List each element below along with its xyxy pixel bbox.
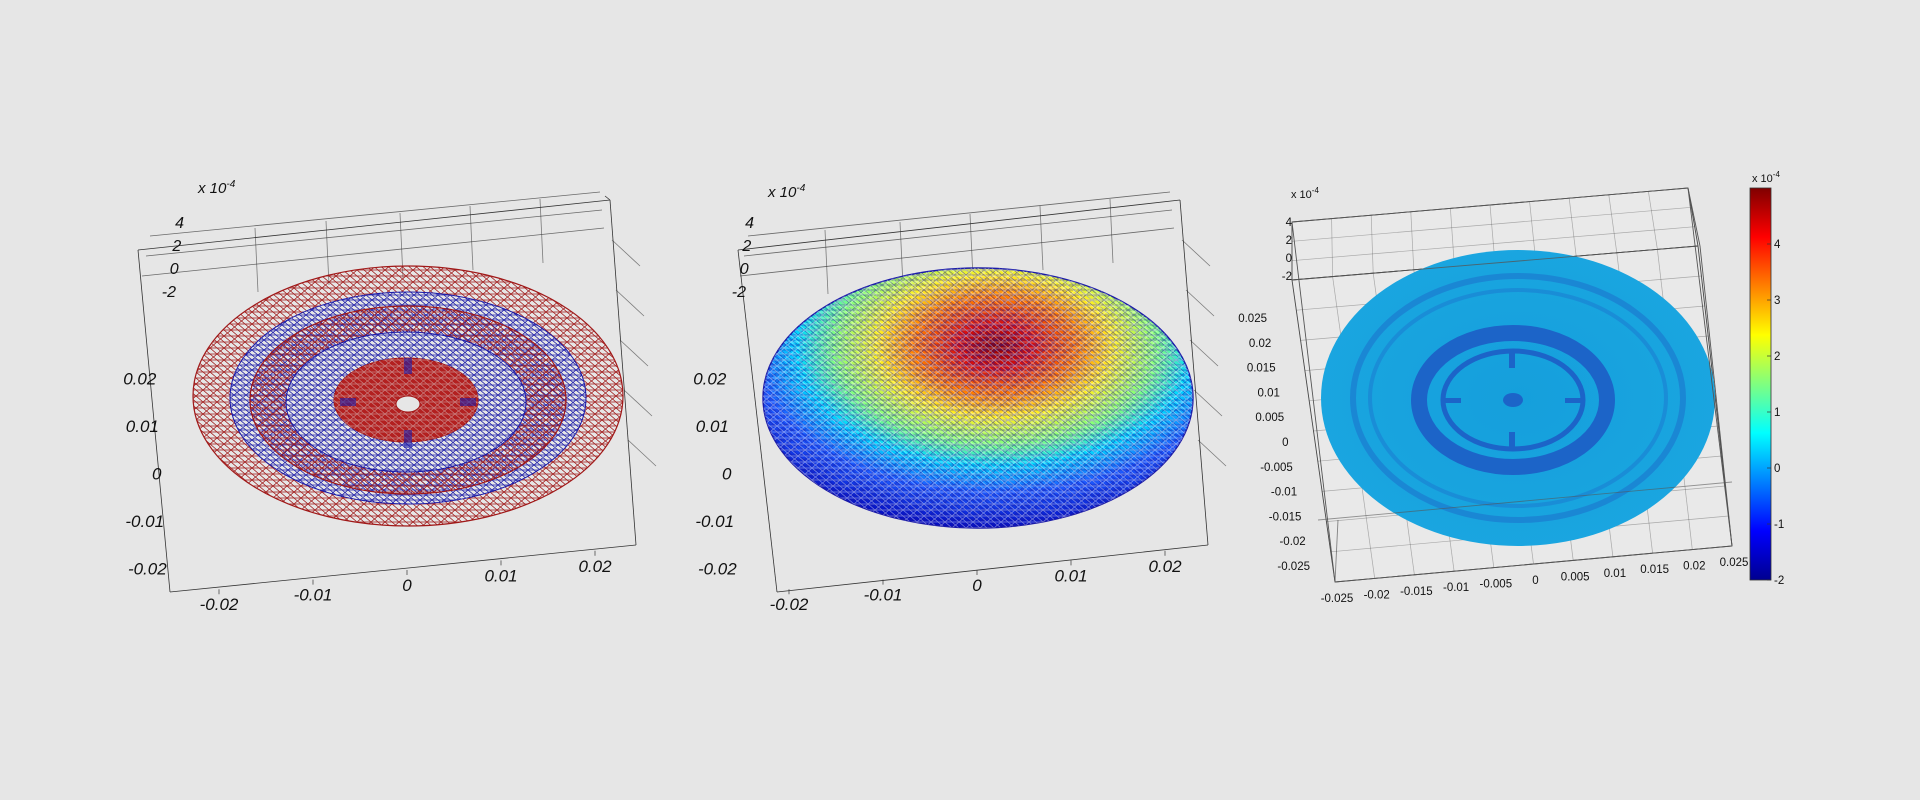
panel-2-y-tick: 0.02 [693, 370, 727, 389]
panel-3-x-wall-gridline [1568, 198, 1577, 257]
panel-2-surface [762, 267, 1194, 529]
panel-3-y-tick: -0.005 [1260, 462, 1293, 474]
panel-2-y-tick: 0 [722, 465, 732, 484]
colorbar-tick-labels: 4 3 2 1 0 -1 -2 [1767, 239, 1784, 587]
panel-2-x-tick: 0.02 [1148, 557, 1182, 576]
panel-3-surface [1321, 250, 1715, 546]
panel-3-y-tick: 0 [1282, 437, 1288, 449]
panel-2-x-tick: -0.02 [770, 595, 809, 614]
panel-1-x-tick: -0.02 [200, 595, 239, 614]
panel-2-y-tick: -0.01 [695, 512, 734, 531]
panel-3-x-tick: 0.025 [1720, 557, 1749, 569]
panel-1-z-tick: 0 [170, 261, 179, 278]
panel-3-tick-labels: -0.025 -0.02 -0.015 -0.01 -0.005 0 0.005 0.01 0.… [1238, 217, 1748, 605]
panel-3-x-wall-gridline [1331, 218, 1333, 277]
panel-3-exponent-label: x 10-4 [1291, 186, 1319, 201]
panel-3-x-gridline [1291, 279, 1336, 583]
panel-2-tick-labels: -0.02 -0.01 0 0.01 0.02 0.02 0.01 0 -0.01 -0.02 4 2… [693, 215, 1182, 614]
panel-3-y-tick: -0.02 [1279, 536, 1305, 548]
panel-1-tick-labels: -0.02 -0.01 0 0.01 0.02 0.02 0.01 0 -0.01 -0.02 4 2… [123, 215, 612, 614]
panel-2-z-tick: 0 [740, 261, 749, 278]
panel-3-x-tick: 0.01 [1604, 568, 1626, 580]
panel-2-x-tick: 0 [972, 576, 982, 595]
panel-3-y-tick: 0.02 [1249, 338, 1271, 350]
colorbar-tick: -1 [1774, 519, 1784, 531]
panel-2-mesh: x 10-4 -0.02 -0.01 0 0.01 0.02 0.02 0.01 0 -0.01… [693, 183, 1227, 614]
panel-3-x-tick: -0.01 [1443, 582, 1469, 594]
panel-3-x-tick: -0.02 [1364, 589, 1390, 601]
panel-3-x-wall-gridline [1648, 191, 1658, 250]
colorbar-tick: 3 [1774, 295, 1780, 307]
panel-3-z-tick: 4 [1286, 217, 1293, 229]
panel-1-x-tick: 0.01 [484, 566, 517, 585]
panel-1-z-tick: 4 [175, 215, 184, 232]
panel-1-exponent-label: x 10-4 [197, 179, 236, 197]
colorbar-tick: -2 [1774, 575, 1784, 587]
panel-3-x-tick: 0.015 [1640, 564, 1669, 576]
panel-3-z-gridline [1291, 226, 1695, 262]
panel-1-x-tick: 0 [402, 576, 412, 595]
panel-3-y-tick: -0.01 [1271, 487, 1297, 499]
panel-1-axes-box [137, 191, 657, 593]
panel-1-x-tick: -0.01 [294, 586, 333, 605]
panel-3-x-tick: -0.015 [1400, 586, 1433, 598]
panel-1-y-tick: -0.02 [128, 559, 167, 578]
panel-2-y-tick: 0.01 [696, 417, 729, 436]
panel-3-front-frame [1291, 187, 1733, 583]
panel-3-shaded: x 10-4 -0.025 -0.02 -0.015 -0.01 -0.005 0 0.00… [1238, 170, 1784, 605]
panel-2-exponent-label: x 10-4 [767, 183, 806, 201]
panel-1-y-tick: 0 [152, 465, 162, 484]
panel-3-y-tick: -0.025 [1277, 561, 1310, 573]
panel-2-x-tick: 0.01 [1054, 566, 1087, 585]
panel-3-y-tick: -0.015 [1269, 511, 1302, 523]
colorbar-tick: 1 [1774, 407, 1780, 419]
panel-1-surface [192, 265, 624, 527]
panel-3-x-tick: -0.025 [1321, 593, 1354, 605]
panel-3-x-tick: 0 [1532, 575, 1538, 587]
panel-1-y-tick: 0.01 [126, 417, 159, 436]
panel-1-mesh: x 10-4 -0.02 -0.01 0 0.01 0.02 0.02 0.01 0 -0.01… [123, 179, 657, 614]
panel-3-z-tick: 2 [1286, 235, 1292, 247]
colorbar-tick: 4 [1774, 239, 1781, 251]
panel-2-axes-box [737, 191, 1227, 593]
panel-3-y-tick: 0.005 [1255, 412, 1284, 424]
panel-1-x-tick: 0.02 [578, 557, 612, 576]
panel-3-x-wall-gridline [1410, 211, 1415, 270]
panel-3-z-gridline [1291, 206, 1692, 242]
panel-3-y-tick: 0.015 [1247, 363, 1276, 375]
panel-2-y-tick: -0.02 [698, 559, 737, 578]
panel-2-z-tick: -2 [732, 284, 746, 301]
colorbar: x 10-4 4 3 2 1 0 -1 -2 [1749, 170, 1784, 587]
panel-3-x-tick: 0.005 [1561, 571, 1590, 583]
panel-1-y-tick: 0.02 [123, 370, 157, 389]
colorbar-tick: 2 [1774, 351, 1780, 363]
panel-3-z-tick: -2 [1282, 271, 1292, 283]
colorbar-gradient [1749, 187, 1772, 581]
panel-3-x-wall-gridline [1370, 215, 1374, 274]
panel-3-y-tick: 0.025 [1238, 313, 1267, 325]
panel-1-z-tick: 2 [171, 238, 181, 255]
panel-2-x-tick: -0.01 [864, 586, 903, 605]
panel-3-z-tick: 0 [1286, 253, 1292, 265]
colorbar-tick: 0 [1774, 463, 1780, 475]
panel-3-y-tick: 0.01 [1258, 387, 1280, 399]
panel-3-x-tick: -0.005 [1479, 579, 1512, 591]
panel-2-z-tick: 4 [745, 215, 754, 232]
panel-2-z-tick: 2 [741, 238, 751, 255]
panel-1-z-tick: -2 [162, 284, 176, 301]
panel-3-x-wall-gridline [1529, 201, 1536, 260]
panel-3-x-wall-gridline [1450, 208, 1455, 267]
colorbar-exponent-label: x 10-4 [1752, 170, 1780, 185]
panel-3-x-wall-gridline [1608, 194, 1618, 253]
panel-3-x-tick: 0.02 [1683, 561, 1705, 573]
panel-1-y-tick: -0.01 [125, 512, 164, 531]
